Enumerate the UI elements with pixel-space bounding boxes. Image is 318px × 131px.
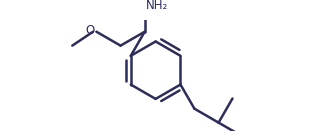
Text: O: O <box>86 24 95 37</box>
Text: NH₂: NH₂ <box>146 0 168 12</box>
